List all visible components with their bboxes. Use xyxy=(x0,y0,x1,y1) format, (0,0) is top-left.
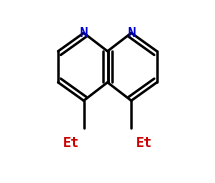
Text: N: N xyxy=(127,26,135,40)
Text: Et: Et xyxy=(63,136,79,150)
Text: Et: Et xyxy=(136,136,152,150)
Text: N: N xyxy=(80,26,88,40)
